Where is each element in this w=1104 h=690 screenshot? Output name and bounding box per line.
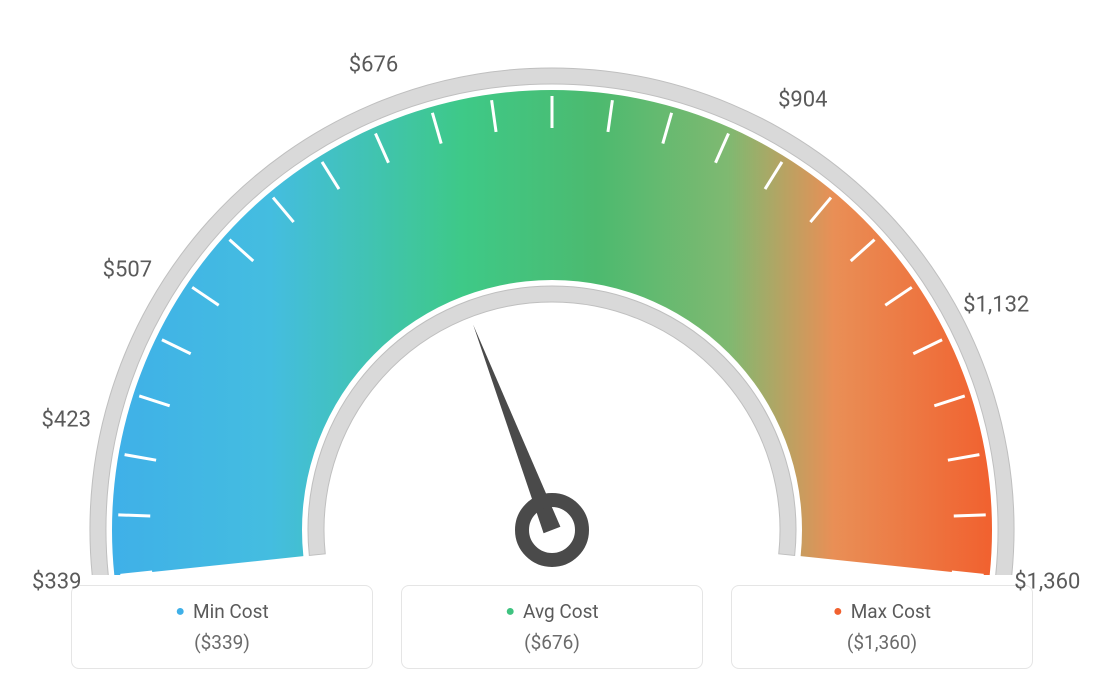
legend-value-avg: ($676) xyxy=(402,631,702,654)
gauge-svg xyxy=(0,0,1104,575)
chart-container: $339 $423 $507 $676 $904 $1,132 $1,360 Min Cos… xyxy=(0,0,1104,690)
gauge-tick-label: $904 xyxy=(778,87,827,112)
gauge-area: $339$423$507$676$904$1,132$1,360 xyxy=(0,0,1104,575)
legend-card-min: Min Cost ($339) xyxy=(71,585,373,669)
gauge-tick-label: $339 xyxy=(32,570,81,595)
legend-title-avg: Avg Cost xyxy=(402,600,702,623)
legend-card-avg: Avg Cost ($676) xyxy=(401,585,703,669)
legend-card-max: Max Cost ($1,360) xyxy=(731,585,1033,669)
gauge-tick-label: $1,360 xyxy=(1014,570,1080,595)
gauge-tick-label: $507 xyxy=(103,257,152,282)
gauge-tick-label: $423 xyxy=(42,408,91,433)
legend-title-max: Max Cost xyxy=(732,600,1032,623)
legend-row: Min Cost ($339) Avg Cost ($676) Max Cost… xyxy=(0,585,1104,669)
gauge-tick-label: $1,132 xyxy=(963,292,1029,317)
gauge-tick-label: $676 xyxy=(349,53,398,78)
legend-value-max: ($1,360) xyxy=(732,631,1032,654)
legend-value-min: ($339) xyxy=(72,631,372,654)
legend-title-min: Min Cost xyxy=(72,600,372,623)
